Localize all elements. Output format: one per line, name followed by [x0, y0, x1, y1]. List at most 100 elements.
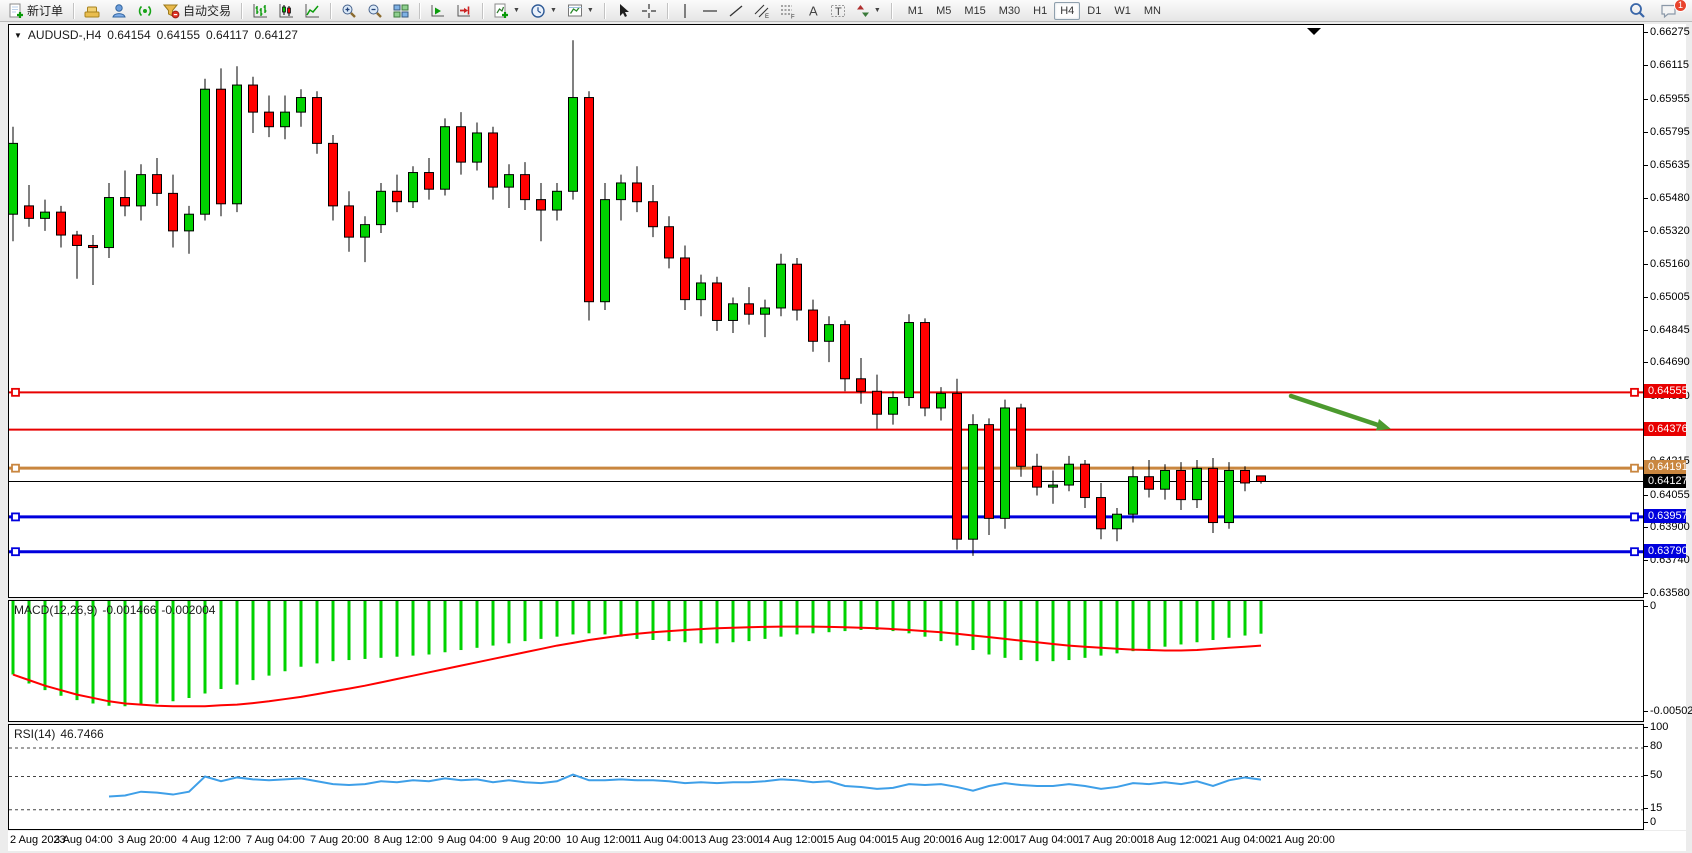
candle-body [344, 205, 354, 238]
text-tool-button[interactable]: A [802, 1, 824, 21]
separator [241, 2, 243, 19]
line-handle[interactable] [1630, 463, 1639, 473]
vline-tool-button[interactable] [674, 1, 696, 21]
candle-body [840, 324, 850, 380]
candle-body [552, 190, 562, 211]
chat-button[interactable]: 1 [1656, 0, 1687, 21]
zoom-in-button[interactable] [337, 1, 361, 21]
rsi-panel[interactable]: RSI(14) 46.7466 [8, 724, 1644, 830]
timeframe-button-M1[interactable]: M1 [907, 4, 924, 17]
time-axis[interactable]: 2 Aug 2023 3 Aug 04:00 3 Aug 20:00 4 Aug 12… [8, 831, 1686, 851]
line-handle[interactable] [11, 387, 20, 397]
axis-label: 0.65480 [1644, 192, 1690, 205]
account-button[interactable] [107, 1, 131, 21]
axis-label: 0.64690 [1644, 356, 1690, 369]
label-tool-button[interactable]: T [826, 1, 850, 21]
indicators-icon [493, 3, 509, 19]
candle-body [1256, 475, 1266, 482]
signals-button[interactable] [133, 1, 157, 21]
line-handle[interactable] [1630, 512, 1639, 522]
time-axis-label: 18 Aug 12:00 [1142, 834, 1207, 846]
line-handle[interactable] [11, 512, 20, 522]
timeframe-button-H1[interactable]: H1 [1033, 4, 1048, 17]
signal-icon [137, 3, 153, 19]
zoom-out-button[interactable] [363, 1, 387, 21]
timeframe-button-M5[interactable]: M5 [936, 4, 952, 17]
close-value: 0.64127 [254, 28, 298, 42]
autotrading-button[interactable]: 自动交易 [159, 1, 235, 21]
candle-body [1240, 469, 1250, 484]
trendline-tool-button[interactable] [724, 1, 748, 21]
cursor-tool-button[interactable] [611, 1, 635, 21]
timeframe-button-W1[interactable]: W1 [1114, 4, 1131, 17]
symbol-dropdown-icon[interactable]: ▼ [14, 30, 22, 40]
line-handle[interactable] [1630, 387, 1639, 397]
time-axis-label: 3 Aug 20:00 [118, 834, 177, 846]
chevron-down-icon: ▼ [549, 7, 557, 14]
search-button[interactable] [1625, 1, 1650, 21]
axis-label: 0.63580 [1644, 587, 1690, 600]
candle-body [664, 226, 674, 259]
templates-button[interactable]: ▼ [563, 1, 598, 21]
channel-tool-button[interactable]: E [750, 1, 774, 21]
time-axis-label: 15 Aug 04:00 [822, 834, 887, 846]
new-order-button[interactable]: 新订单 [4, 1, 67, 21]
zoom-in-icon [341, 3, 357, 19]
line-handle[interactable] [11, 463, 20, 473]
toolbar: 新订单 自动交易 [0, 0, 1692, 22]
axis-label: 0.65635 [1644, 159, 1690, 172]
price-panel[interactable]: ▼ AUDUSD-,H4 0.64154 0.64155 0.64117 0.6… [8, 24, 1644, 598]
periods-button[interactable]: ▼ [526, 1, 561, 21]
price-scale[interactable]: 0.66275 0.66115 0.65955 0.65795 0.65635 0.654… [1644, 24, 1692, 830]
candle-body [1208, 467, 1218, 524]
axis-label: 50 [1644, 769, 1686, 782]
macd-signal-line [12, 625, 1262, 708]
candle-body [184, 213, 194, 232]
chart-shift-button[interactable] [452, 1, 476, 21]
new-order-icon [8, 3, 24, 19]
time-axis-label: 7 Aug 04:00 [246, 834, 305, 846]
trendline-icon [728, 3, 744, 19]
timeframe-button-MN[interactable]: MN [1143, 4, 1161, 17]
indicators-button[interactable]: ▼ [489, 1, 524, 21]
autoscroll-button[interactable] [426, 1, 450, 21]
time-axis-label: 10 Aug 12:00 [566, 834, 631, 846]
deposit-button[interactable] [80, 1, 105, 21]
macd-panel[interactable]: MACD(12,26,9) -0.001466 -0.002004 [8, 600, 1644, 722]
axis-label: 0.66115 [1644, 59, 1689, 72]
macd-main-value: -0.001466 [102, 603, 157, 617]
arrows-tool-button[interactable]: ▼ [852, 1, 885, 21]
chart-shift-marker[interactable] [1307, 28, 1321, 35]
candle-body [1192, 467, 1202, 501]
time-axis-label: 2 Aug 2023 [10, 834, 66, 846]
candle-body [248, 84, 258, 113]
time-axis-label: 17 Aug 04:00 [1014, 834, 1079, 846]
hline-tool-button[interactable] [698, 1, 722, 21]
candle-body [328, 142, 338, 207]
line-chart-button[interactable] [300, 1, 324, 21]
timeframe-button-D1[interactable]: D1 [1087, 4, 1102, 17]
fibonacci-tool-button[interactable]: F [776, 1, 800, 21]
autoscroll-icon [430, 3, 446, 19]
fibonacci-icon: F [780, 3, 796, 19]
axis-label: 0 [1644, 816, 1686, 829]
time-axis-label: 15 Aug 20:00 [886, 834, 951, 846]
timeframe-button-H4[interactable]: H4 [1054, 1, 1081, 20]
candle-body [920, 322, 930, 409]
line-handle[interactable] [11, 547, 20, 557]
timeframe-button-M30[interactable]: M30 [998, 4, 1021, 17]
annotation-arrow[interactable] [1288, 393, 1381, 428]
candlestick-chart-button[interactable] [274, 1, 298, 21]
chart-window: ▼ AUDUSD-,H4 0.64154 0.64155 0.64117 0.6… [0, 22, 1692, 853]
time-axis-label: 8 Aug 12:00 [374, 834, 433, 846]
time-axis-label: 13 Aug 23:00 [694, 834, 759, 846]
crosshair-tool-button[interactable] [637, 1, 661, 21]
bar-chart-button[interactable] [248, 1, 272, 21]
line-handle[interactable] [1630, 547, 1639, 557]
tile-windows-button[interactable] [389, 1, 413, 21]
arrows-icon [856, 3, 870, 19]
candle-body [488, 132, 498, 188]
candle-body [600, 199, 610, 303]
timeframe-button-M15[interactable]: M15 [964, 4, 986, 17]
candle-body [1032, 465, 1042, 488]
